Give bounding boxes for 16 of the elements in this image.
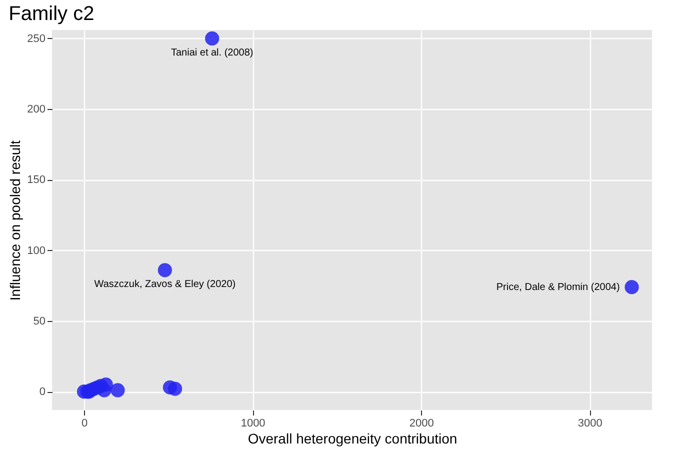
y-tick-label: 200 bbox=[27, 104, 46, 116]
y-tick-label: 150 bbox=[27, 174, 46, 186]
annotation: Waszczuk, Zavos & Eley (2020) bbox=[94, 279, 236, 290]
y-tick-label: 100 bbox=[27, 244, 46, 257]
x-tick-label: 0 bbox=[81, 418, 88, 430]
x-tick-label: 1000 bbox=[240, 418, 266, 430]
x-tick-label: 3000 bbox=[578, 418, 602, 430]
chart-title: Family c2 bbox=[8, 3, 94, 25]
y-tick-label: 0 bbox=[39, 386, 46, 398]
x-axis-title: Overall heterogeneity contribution bbox=[248, 430, 458, 446]
y-axis-title: Influence on pooled result bbox=[7, 140, 24, 301]
annotation: Taniai et al. (2008) bbox=[170, 47, 254, 58]
y-tick-label: 250 bbox=[27, 32, 46, 45]
y-tick-label: 50 bbox=[33, 316, 46, 328]
x-tick-label: 2000 bbox=[409, 418, 434, 430]
annotation: Price, Dale & Plomin (2004) bbox=[496, 282, 620, 294]
